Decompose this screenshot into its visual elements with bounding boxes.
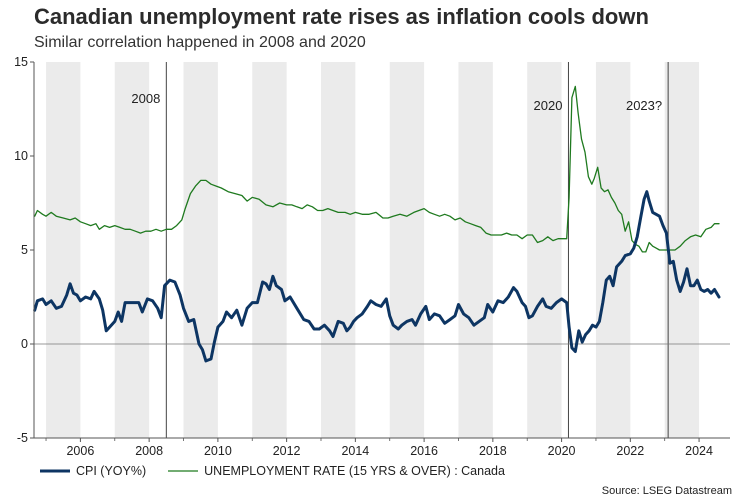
legend-swatch-cpi: [40, 469, 70, 473]
legend-label-unemployment: UNEMPLOYMENT RATE (15 YRS & OVER) : Cana…: [204, 464, 505, 478]
year-band: [46, 62, 81, 438]
event-label: 2023?: [626, 98, 662, 113]
series-lines: [33, 85, 721, 363]
year-band: [114, 62, 150, 438]
year-band: [595, 62, 631, 438]
chart-title: Canadian unemployment rate rises as infl…: [34, 4, 649, 29]
y-tick-label: -5: [17, 431, 28, 445]
x-tick-label: 2012: [273, 444, 301, 458]
x-tick-label: 2024: [685, 444, 713, 458]
event-label: 2008: [131, 91, 160, 106]
legend: CPI (YOY%) UNEMPLOYMENT RATE (15 YRS & O…: [40, 464, 527, 478]
year-band: [252, 62, 287, 438]
year-band: [458, 62, 493, 438]
year-band: [320, 62, 356, 438]
year-band: [527, 62, 562, 438]
x-tick-label: 2016: [410, 444, 438, 458]
event-label: 2020: [534, 98, 563, 113]
y-tick-label: 15: [14, 55, 28, 69]
legend-item-unemployment: UNEMPLOYMENT RATE (15 YRS & OVER) : Cana…: [168, 464, 505, 478]
x-tick-label: 2018: [479, 444, 507, 458]
legend-swatch-unemployment: [168, 470, 199, 472]
y-tick-label: 5: [21, 243, 28, 257]
chart-subtitle: Similar correlation happened in 2008 and…: [34, 34, 366, 51]
x-tick-label: 2022: [616, 444, 644, 458]
y-tick-label: 10: [14, 149, 28, 163]
legend-item-cpi: CPI (YOY%): [40, 464, 146, 478]
y-tick-label: 0: [21, 337, 28, 351]
series-line-cpi: [33, 190, 721, 363]
x-tick-label: 2008: [135, 444, 163, 458]
legend-label-cpi: CPI (YOY%): [76, 464, 147, 478]
series-line-unemployment: [34, 85, 720, 253]
source-note: Source: LSEG Datastream: [601, 485, 732, 497]
x-tick-label: 2006: [66, 444, 94, 458]
x-tick-label: 2010: [204, 444, 232, 458]
year-band: [389, 62, 425, 438]
year-bands: [46, 62, 700, 438]
year-band: [183, 62, 218, 438]
x-tick-label: 2014: [341, 444, 369, 458]
x-tick-label: 2020: [548, 444, 576, 458]
x-axis-ticks: 2006 2008 2010 2012 2014 2016 2018 2020 2022 2024: [45, 438, 713, 458]
y-axis-ticks: -5 0 5 10 15: [14, 55, 34, 445]
